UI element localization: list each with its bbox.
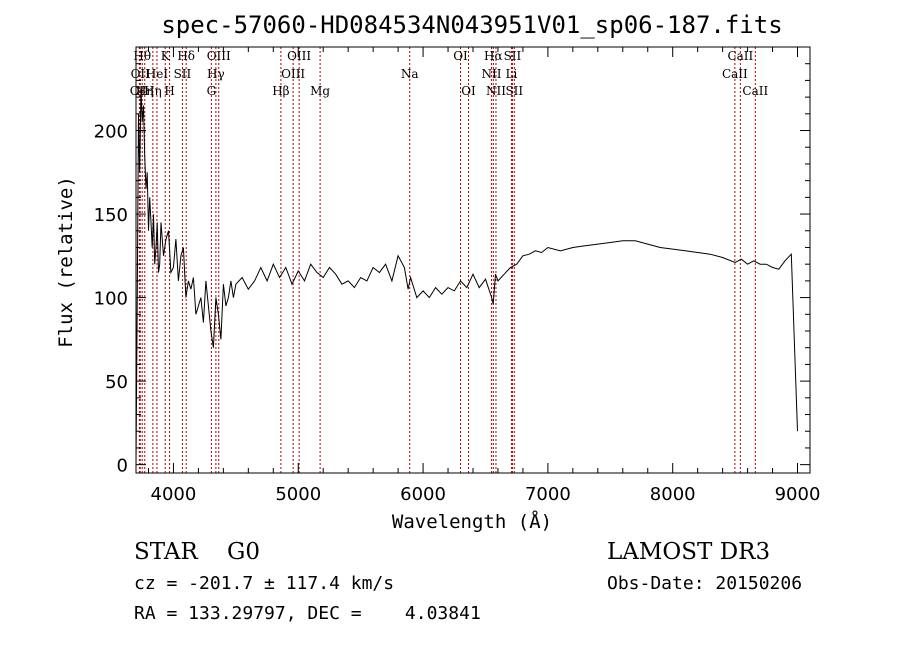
line-label-23: Li [506,67,518,81]
line-label-18: OI [453,49,468,63]
x-tick-label-9000: 9000 [775,484,821,505]
line-label-28: CaII [742,84,768,98]
line-label-19: OI [461,84,476,98]
line-label-9: Hδ [177,49,195,63]
line-label-1: OII [131,67,151,81]
line-label-26: CaII [722,67,748,81]
y-tick-label-0: 0 [117,456,128,477]
line-label-16: Mg [310,84,330,98]
line-label-11: Hγ [207,67,225,81]
line-markers [138,47,756,473]
line-label-8: SII [174,67,192,81]
line-label-5: HeI [146,67,169,81]
line-label-12: OIII [207,49,231,63]
x-axis-label: Wavelength (Å) [392,510,552,533]
observation-date: Obs-Date: 20150206 [607,573,803,594]
line-label-27: CaII [727,49,753,63]
line-label-15: OIII [287,49,311,63]
object-class: STAR G0 [134,539,261,565]
line-label-17: Na [401,67,419,81]
line-label-25: SII [505,84,523,98]
y-tick-label-50: 50 [105,372,128,393]
y-tick-label-150: 150 [94,205,128,226]
x-tick-label-7000: 7000 [525,484,571,505]
plot-frame [135,46,811,474]
line-label-20: NII [481,67,501,81]
spectrum-series [135,88,798,465]
line-label-7: H [164,84,174,98]
y-axis-label: Flux (relative) [55,176,77,348]
line-label-4: Hη [144,84,162,98]
chart-title: spec-57060-HD084534N043951V01_sp06-187.f… [161,11,782,39]
y-tick-label-100: 100 [94,289,128,310]
coordinates: RA = 133.29797, DEC = 4.03841 [134,603,481,624]
line-label-13: Hβ [272,84,289,98]
line-label-10: G [207,84,217,98]
x-tick-label-6000: 6000 [400,484,446,505]
line-label-3: Hη [136,84,154,98]
line-label-0: OII [130,84,150,98]
x-axis-ticks: 4000 5000 6000 7000 8000 9000 [147,47,821,505]
x-tick-label-4000: 4000 [151,484,197,505]
x-tick-label-5000: 5000 [275,484,321,505]
y-axis-ticks: 0 50 100 150 200 [94,63,810,477]
y-tick-label-200: 200 [94,122,128,143]
survey-name: LAMOST DR3 [607,539,771,565]
x-tick-label-8000: 8000 [650,484,696,505]
line-label-21: Hα [484,49,503,63]
line-label-2: Hθ [133,49,151,63]
redshift-velocity: cz = -201.7 ± 117.4 km/s [134,573,395,594]
line-label-22: NII [486,84,506,98]
line-label-24: SII [504,49,522,63]
line-labels: OIIOIIHθHηHηHeIKHSIIHδGHγOIIIHβOIIIOIIIM… [130,49,769,98]
line-label-14: OIII [281,67,305,81]
line-label-6: K [161,49,171,63]
